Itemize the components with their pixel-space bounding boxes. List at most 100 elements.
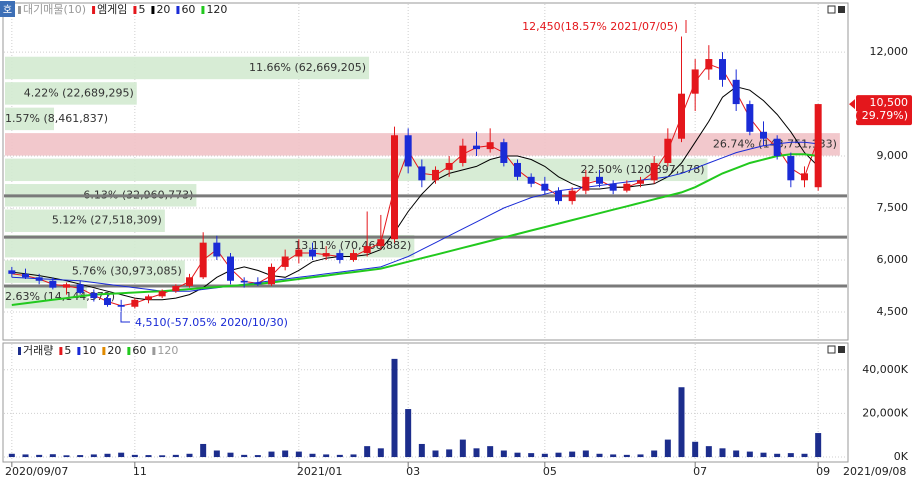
candle-body [22,273,29,278]
candle-body [240,280,248,283]
panel-button[interactable] [827,345,836,354]
legend-swatch [102,347,106,355]
x-tick-label: 09 [816,465,830,478]
volume-bar [582,450,589,458]
legend-label: 엠게임 [97,3,127,16]
x-tick-label: 03 [406,465,420,478]
legend-swatch [201,6,205,14]
panel-button[interactable] [827,5,836,14]
legend-swatch [176,6,180,14]
candle-body [90,292,98,299]
candle-body [227,256,234,281]
y-tick-label: 40,000K [862,363,908,376]
volume-profile-bar [5,133,840,156]
volume-profile-label: 4.22% (22,689,295) [24,86,134,99]
candle-body [719,59,726,80]
volume-bar [815,433,822,458]
volume-profile-label: 1.57% (8,461,837) [5,112,108,125]
candle-body [705,59,713,70]
x-tick-label: 05 [543,465,557,478]
volume-bar [309,453,316,458]
candle-body [63,284,70,288]
y-tick-label: 12,000 [870,45,909,58]
volume-bar [651,450,658,458]
legend-swatch [92,6,96,14]
volume-bar [678,387,685,458]
volume-bar [104,453,111,458]
volume-bar [432,450,439,458]
candle-body [691,69,699,94]
panel-button[interactable] [838,346,845,353]
legend-swatch [133,6,137,14]
volume-profile-label: 11.66% (62,669,205) [249,61,366,74]
candle-body [568,190,576,202]
candle-body [131,299,139,307]
volume-bar [705,446,712,458]
volume-profile-bar [5,82,137,105]
volume-bar [623,454,630,458]
candle-body [104,298,111,306]
corner-button[interactable] [0,1,15,17]
legend-label: 10 [82,344,96,357]
min-pointer [120,312,130,323]
volume-bar [77,455,84,458]
candle-body [814,104,822,188]
candle-body [377,239,385,247]
candle-body [35,277,43,281]
candle-body [309,249,316,257]
volume-bar [746,451,753,458]
legend-swatch [152,347,156,355]
candle-body [268,266,275,285]
candle-body [295,249,303,257]
candle-body [664,138,672,163]
volume-profile-bar [5,107,55,131]
y-tick-label: 6,000 [877,253,909,266]
candle-body [432,169,439,181]
y-tick-label: 4,500 [877,305,909,318]
candle-body [609,183,617,191]
volume-bar [787,453,794,458]
x-tick-label: 07 [693,465,707,478]
legend-label: 20 [107,344,121,357]
current-marker [849,99,855,110]
volume-bar [514,452,521,458]
candle-body [773,138,781,157]
legend-label: 60 [181,3,195,16]
candle-body [650,162,658,181]
candle-body [473,145,480,150]
panel-button[interactable] [838,6,845,13]
volume-bar [418,443,425,458]
current-price: 10,500 [870,96,909,109]
legend-swatch [18,6,21,14]
candle-body [746,104,754,132]
volume-bar [131,454,138,458]
volume-profile-bar [5,56,370,80]
candle-body [582,176,590,191]
volume-bar [323,454,330,458]
volume-bar [391,358,398,458]
candle-body [637,180,644,184]
volume-bar [719,448,726,458]
candle-body [76,284,84,293]
corner-button-label: 호 [3,4,12,16]
candle-body [145,296,152,300]
candle-body [172,285,180,292]
volume-bar [733,450,740,458]
candle-body [541,183,549,191]
candle-body [418,166,426,181]
volume-bar [118,452,125,458]
volume-bar [295,451,302,458]
legend-label: 5 [138,3,145,16]
current-change: ( 29.79%) [854,109,908,122]
candle-body [760,131,767,139]
y-tick-label: 20,000K [862,406,908,419]
volume-bar [282,450,289,458]
candle-body [158,291,166,297]
x-tick-label: 2021/01 [297,465,343,478]
volume-bar [774,453,781,458]
volume-profile-bar [5,209,165,232]
volume-bar [8,453,15,458]
volume-bar [459,439,466,458]
volume-bar [569,451,576,458]
candle-body [363,246,371,254]
